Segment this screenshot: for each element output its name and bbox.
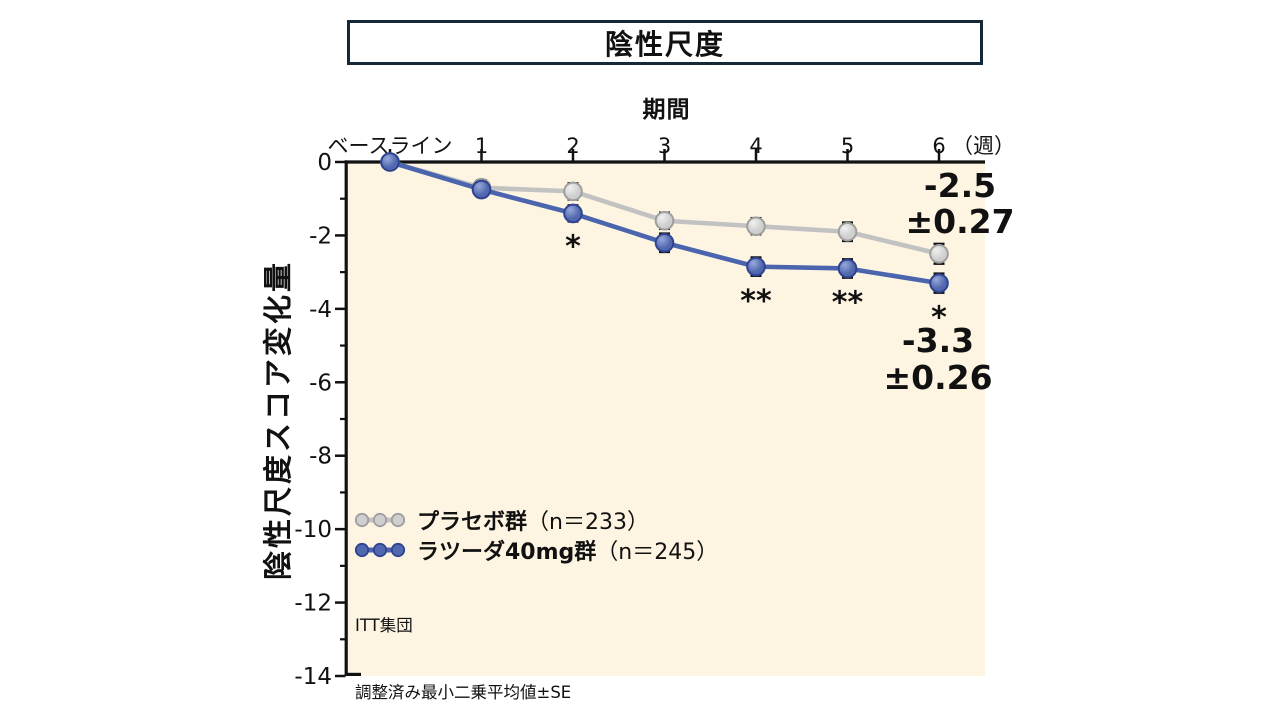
x-tick-label: 2 (566, 134, 579, 158)
data-point (380, 152, 400, 172)
treatment-endpoint-annotation: -3.3 ±0.26 (877, 322, 999, 396)
y-tick-label: -8 (309, 444, 332, 470)
y-tick-label: -12 (294, 591, 332, 617)
data-point (563, 203, 583, 224)
treatment-endpoint-se: ±0.26 (883, 358, 993, 397)
footnote-line: ITT集団 (355, 615, 413, 635)
significance-marker: * (931, 301, 947, 336)
placebo-endpoint-se: ±0.27 (905, 202, 1015, 241)
y-tick-label: 0 (317, 150, 332, 176)
data-point (929, 273, 949, 293)
significance-marker: * (565, 229, 581, 264)
footnote-line: 調整済み最小二乗平均値±SE (355, 683, 572, 703)
x-tick-label: 4 (749, 134, 762, 158)
legend: プラセボ群 （n＝233） ラツーダ40mg群 （n＝245） (352, 505, 718, 565)
y-tick-label: -10 (294, 517, 332, 543)
footnotes: ITT集団 調整済み最小二乗平均値±SE ＊：p＜0.05、＊＊：p＜0.01［… (355, 570, 707, 720)
series-1 (380, 152, 949, 294)
significance-marker: ** (740, 284, 772, 319)
significance-marker: ** (832, 286, 864, 321)
data-point (746, 256, 766, 277)
placebo-line-marker-icon (354, 512, 406, 528)
treatment-line-marker-icon (354, 542, 406, 558)
placebo-endpoint-annotation: -2.5 ±0.27 (898, 168, 1022, 240)
x-tick-label: 6 (932, 134, 945, 158)
data-point (654, 232, 675, 253)
x-unit-label: （週） (952, 134, 1015, 158)
y-tick-label: -4 (309, 297, 332, 323)
chart-title: 陰性尺度 (604, 27, 725, 61)
data-point (471, 179, 492, 200)
data-point (746, 216, 766, 237)
x-tick-label: 1 (475, 134, 488, 158)
treatment-endpoint-value: -3.3 (901, 321, 975, 360)
data-point (837, 221, 858, 242)
legend-n-placebo: （n＝233） (527, 510, 649, 535)
legend-item-treatment: ラツーダ40mg群 （n＝245） (352, 535, 718, 565)
legend-label-placebo: プラセボ群 (417, 510, 528, 535)
data-point (654, 210, 675, 231)
data-point (929, 243, 949, 264)
chart-title-box: 陰性尺度 (347, 20, 983, 65)
y-tick-label: -2 (309, 223, 332, 249)
legend-item-placebo: プラセボ群 （n＝233） (352, 505, 718, 535)
legend-label-treatment: ラツーダ40mg群 (417, 540, 597, 565)
x-axis-title: 期間 (642, 97, 691, 123)
x-tick-label: 3 (658, 134, 671, 158)
placebo-endpoint-value: -2.5 (923, 166, 997, 205)
data-point (563, 181, 583, 202)
y-tick-label: -6 (309, 370, 332, 396)
legend-n-treatment: （n＝245） (596, 540, 719, 565)
x-tick-label: 5 (841, 134, 854, 158)
data-point (837, 258, 858, 279)
y-tick-label: -14 (294, 664, 332, 690)
